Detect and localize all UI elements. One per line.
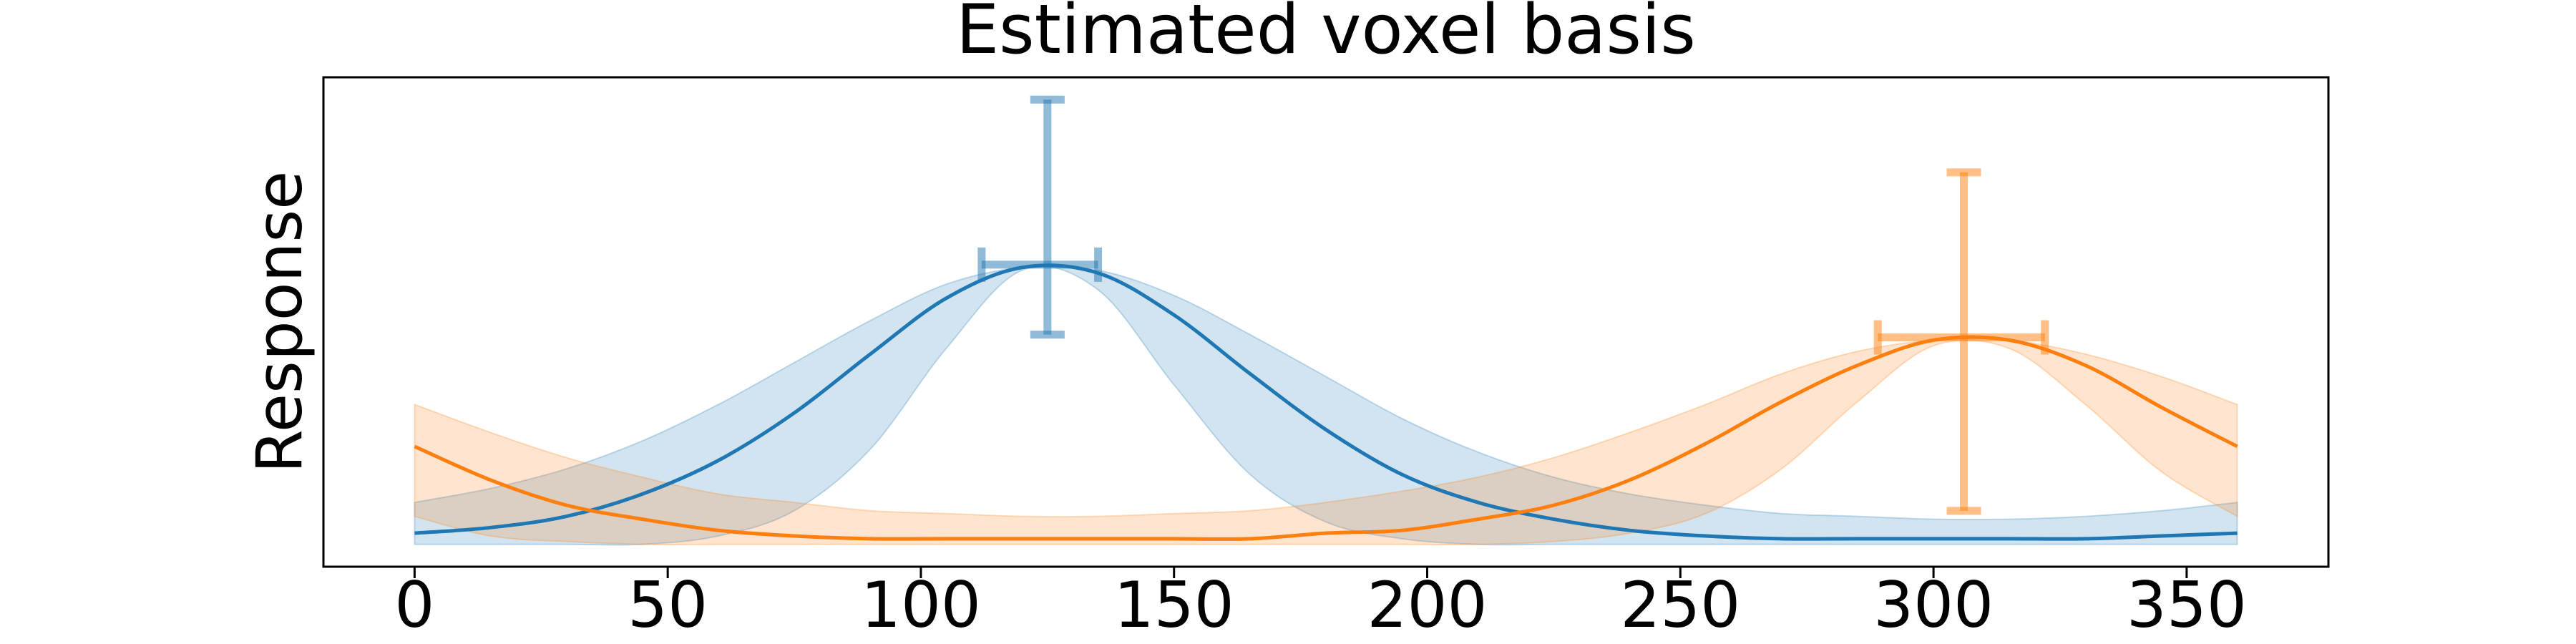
x-tick-label: 200: [1367, 568, 1488, 642]
x-tick-label: 150: [1114, 568, 1234, 642]
confidence-band: [414, 338, 2238, 546]
y-axis-label: Response: [243, 171, 316, 474]
x-tick-label: 250: [1620, 568, 1740, 642]
series-line: [414, 263, 2238, 541]
plot-frame: [322, 76, 2330, 568]
x-tick-label: 0: [394, 568, 434, 642]
chart-title: Estimated voxel basis: [956, 0, 1696, 69]
x-tick-label: 300: [1873, 568, 1994, 642]
x-tick-label: 50: [628, 568, 708, 642]
x-tick-label: 100: [861, 568, 981, 642]
x-tick-label: 350: [2127, 568, 2247, 642]
